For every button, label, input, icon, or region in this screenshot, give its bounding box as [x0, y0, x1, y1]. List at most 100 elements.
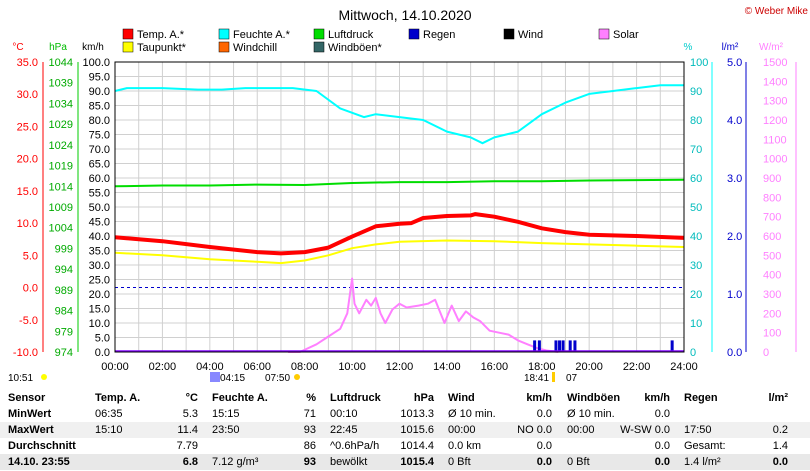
tick-label-solar: 100 — [763, 328, 781, 340]
rain-bar — [554, 340, 558, 352]
tick-label-pres: 1019 — [49, 161, 73, 173]
table-header-cell: hPa — [413, 392, 434, 404]
tick-label-wind: 20.0 — [89, 289, 110, 301]
tick-label-x: 24:00 — [670, 361, 698, 373]
legend-label: Windchill — [233, 42, 277, 54]
tick-label-wind: 45.0 — [89, 217, 110, 229]
tick-label-wind: 0.0 — [95, 347, 110, 359]
legend-swatch — [598, 28, 610, 40]
tick-label-pres: 974 — [55, 347, 73, 359]
table-row: MaxWert 15:10 11.4 23:50 93 22:45 1015.6 00:00 N… — [0, 422, 810, 438]
table-cell: 5.3 — [182, 408, 198, 420]
table-header-cell: % — [306, 392, 316, 404]
axis-title-pres: hPa — [49, 42, 67, 53]
table-cell: 0.0 — [654, 408, 670, 420]
tick-label-solar: 1100 — [763, 134, 787, 146]
table-cell: 93 — [303, 424, 316, 436]
tick-label-solar: 1400 — [763, 76, 787, 88]
table-cell: 1015.6 — [400, 424, 434, 436]
tick-label-pres: 984 — [55, 306, 73, 318]
tick-label-temp: 25.0 — [17, 121, 38, 133]
table-cell: 86 — [303, 440, 316, 452]
legend-label: Luftdruck — [328, 29, 374, 41]
table-cell: MinWert — [8, 408, 52, 420]
tick-label-rain: 5.0 — [727, 57, 742, 69]
tick-label-temp: 30.0 — [17, 89, 38, 101]
table-cell: 1.4 l/m² — [684, 456, 721, 468]
rain-bar — [568, 340, 572, 352]
table-cell: 1014.4 — [400, 440, 434, 452]
table-header-cell: km/h — [526, 392, 552, 404]
table-cell: 1015.4 — [400, 456, 434, 468]
table-cell: bewölkt — [330, 456, 368, 468]
sunset2-time: 07 — [566, 373, 578, 384]
table-row: 14.10. 23:55 6.8 7.12 g/m³ 93 bewölkt 1015.4 0… — [0, 454, 810, 470]
sunrise-time: 04:15 — [220, 373, 245, 384]
tick-label-wind: 100.0 — [82, 57, 110, 69]
table-header-cell: Temp. A. — [95, 392, 141, 404]
tick-label-solar: 1200 — [763, 115, 787, 127]
legend-swatch — [313, 41, 325, 53]
table-cell: MaxWert — [8, 424, 54, 436]
tick-label-wind: 90.0 — [89, 86, 110, 98]
table-cell: 0.0 — [772, 456, 788, 468]
table-cell: 15:15 — [212, 408, 240, 420]
table-cell: 0.0 — [654, 456, 670, 468]
table-cell: 7.79 — [176, 440, 198, 452]
table-cell: 0.0 — [536, 440, 552, 452]
tick-label-solar: 0 — [763, 347, 769, 359]
legend-swatch — [313, 28, 325, 40]
tick-label-x: 06:00 — [243, 361, 271, 373]
table-cell: 15:10 — [95, 424, 123, 436]
tick-label-hum: 10 — [690, 318, 702, 330]
tick-label-pres: 1029 — [49, 119, 73, 131]
tick-label-hum: 0 — [690, 347, 696, 359]
series-line — [288, 277, 559, 353]
axis-labels: 35.0 30.0 25.0 20.0 15.0 10.0 5.0 0.0 -5.0 -10.0 1… — [13, 57, 788, 373]
rain-bar — [533, 340, 537, 352]
legend-label: Regen — [423, 29, 455, 41]
tick-label-pres: 1039 — [49, 78, 73, 90]
sunset-marker — [552, 372, 555, 382]
legend-label: Solar — [613, 29, 639, 41]
tick-label-solar: 200 — [763, 308, 781, 320]
tick-label-pres: 994 — [55, 264, 73, 276]
axis-title-solar: W/m² — [759, 42, 784, 53]
chart-title: Mittwoch, 14.10.2020 — [338, 7, 471, 23]
tick-label-pres: 1024 — [49, 140, 73, 152]
tick-label-wind: 15.0 — [89, 304, 110, 316]
table-row: Durchschnitt 7.79 86 ^0.6hPa/h 1014.4 0.0 km 0… — [0, 438, 810, 454]
tick-label-rain: 0.0 — [727, 347, 742, 359]
grid — [114, 61, 685, 353]
tick-label-x: 12:00 — [386, 361, 414, 373]
tick-label-solar: 300 — [763, 289, 781, 301]
table-row: MinWert 06:35 5.3 15:15 71 00:10 1013.3 Ø 10 mi… — [0, 406, 810, 422]
table-header-cell: Sensor — [8, 392, 46, 404]
tick-label-wind: 70.0 — [89, 144, 110, 156]
table-header-cell: °C — [185, 392, 198, 404]
tick-label-wind: 10.0 — [89, 318, 110, 330]
axis-title-wind: km/h — [82, 42, 104, 53]
axis-title-hum: % — [684, 42, 693, 53]
tick-label-x: 16:00 — [481, 361, 509, 373]
table-cell: Gesamt: — [684, 440, 726, 452]
legend-swatch — [218, 28, 230, 40]
tick-label-solar: 900 — [763, 173, 781, 185]
table-cell: 0.0 — [536, 456, 552, 468]
tick-label-x: 22:00 — [623, 361, 651, 373]
table-cell: 0.0 — [654, 440, 670, 452]
table-header-cell: Luftdruck — [330, 392, 381, 404]
tick-label-x: 20:00 — [575, 361, 603, 373]
tick-label-wind: 95.0 — [89, 72, 110, 84]
table-cell: Ø 10 min. — [567, 408, 615, 420]
tick-label-wind: 80.0 — [89, 115, 110, 127]
legend-label: Temp. A.* — [137, 29, 185, 41]
rain-bar — [561, 340, 565, 352]
tick-label-temp: 0.0 — [23, 283, 38, 295]
tick-label-wind: 5.0 — [95, 333, 110, 345]
table-cell: 14.10. 23:55 — [8, 456, 70, 468]
legend-swatch — [408, 28, 420, 40]
tick-label-temp: 20.0 — [17, 154, 38, 166]
tick-label-rain: 1.0 — [727, 289, 742, 301]
legend: Temp. A.* Feuchte A.* Luftdruck Regen Wind So… — [122, 28, 639, 54]
